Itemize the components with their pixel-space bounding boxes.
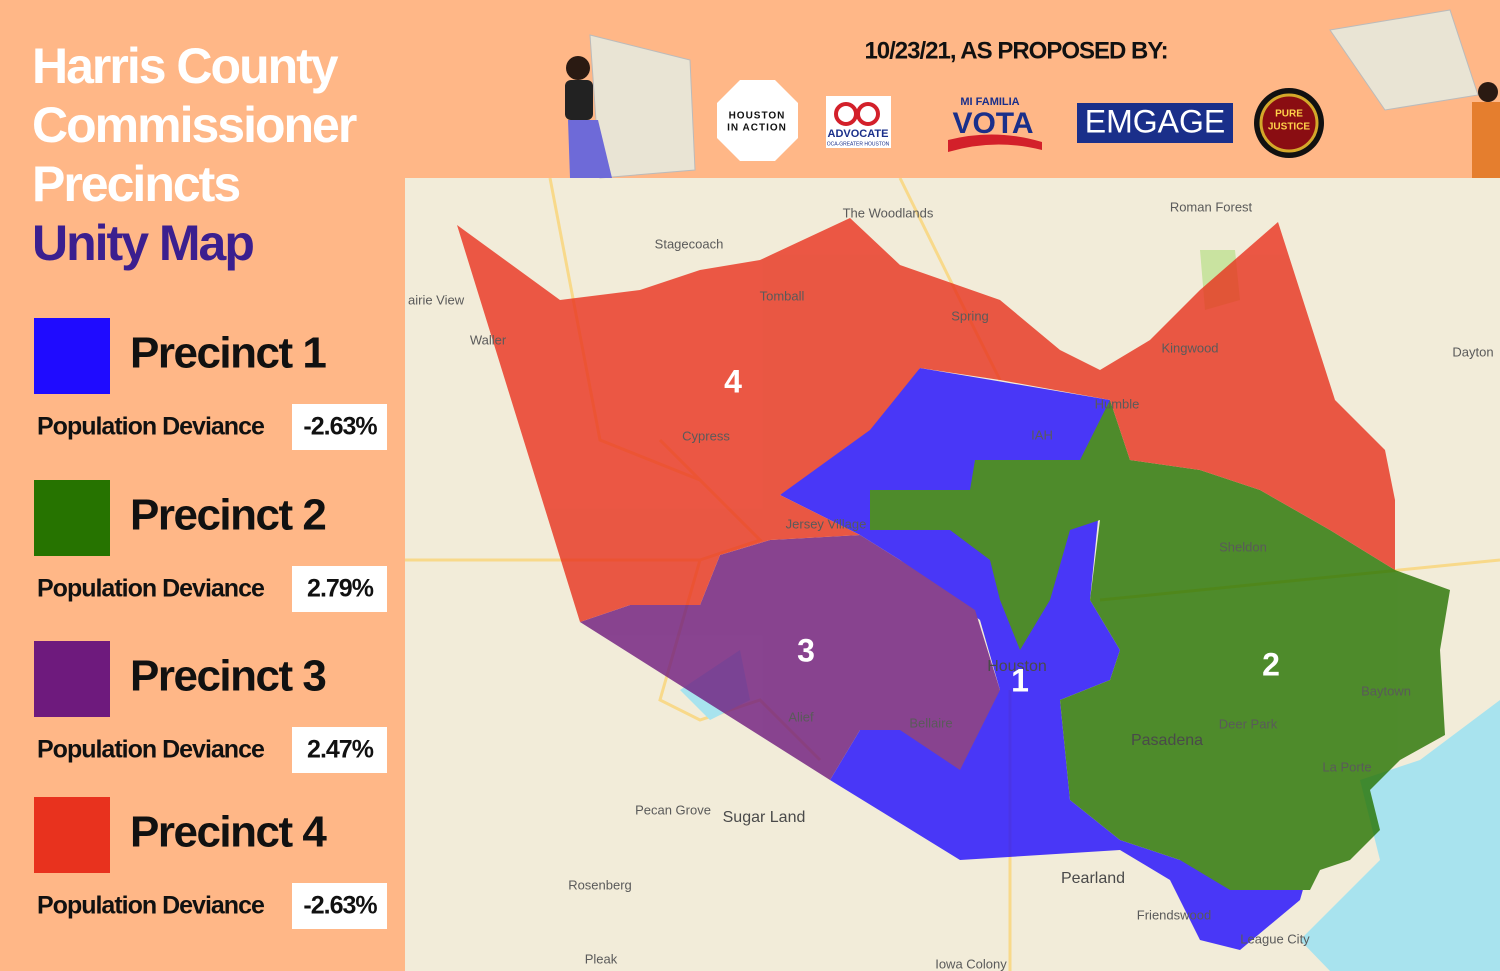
precinct-number: 4 xyxy=(724,363,742,399)
deviance-box xyxy=(292,566,387,612)
place-label: Rosenberg xyxy=(568,877,632,892)
place-label: Pearland xyxy=(1061,870,1125,887)
deviance-label: Population Deviance xyxy=(37,736,265,764)
logo-oca: ADVOCATE OCA-GREATER HOUSTON xyxy=(826,96,891,148)
legend-swatch xyxy=(34,318,110,394)
logo-text: ADVOCATE xyxy=(828,128,889,140)
map: The Woodlands Stagecoach Roman Forest ai… xyxy=(405,178,1500,971)
precincts xyxy=(457,218,1450,950)
proposed-by: 10/23/21, AS PROPOSED BY: xyxy=(864,37,1167,64)
place-label: Baytown xyxy=(1361,683,1411,698)
title-line: Commissioner xyxy=(32,97,357,153)
precinct-number: 3 xyxy=(797,632,815,668)
logo-houston-in-action: HOUSTON IN ACTION xyxy=(717,80,798,161)
place-label: Bellaire xyxy=(909,715,952,730)
place-label: Sheldon xyxy=(1219,539,1267,554)
logo-text: IN ACTION xyxy=(727,123,787,134)
place-label: Dayton xyxy=(1452,344,1493,359)
logo-text: OCA-GREATER HOUSTON xyxy=(827,141,890,147)
subtitle: Unity Map xyxy=(32,215,253,271)
place-label: Cypress xyxy=(682,428,730,443)
place-label: Friendswood xyxy=(1137,907,1211,922)
illustration-left xyxy=(565,34,696,179)
place-label: Deer Park xyxy=(1219,716,1278,731)
legend-name: Precinct 1 xyxy=(130,329,326,378)
place-label: The Woodlands xyxy=(843,205,934,220)
title-line: Precincts xyxy=(32,156,239,212)
legend: Precinct 1 Population Deviance -2.63% Preci… xyxy=(34,318,387,929)
illustration-right xyxy=(1329,9,1500,178)
place-label: Jersey Village xyxy=(786,516,867,531)
legend-name: Precinct 3 xyxy=(130,652,325,701)
legend-swatch xyxy=(34,480,110,556)
title: Harris County Commissioner Precincts Uni… xyxy=(32,38,359,271)
logo-text: JUSTICE xyxy=(1268,122,1311,133)
place-label: Kingwood xyxy=(1161,340,1218,355)
place-label: League City xyxy=(1240,931,1310,946)
place-label: Humble xyxy=(1095,396,1140,411)
place-label: Sugar Land xyxy=(723,809,806,826)
place-label: Tomball xyxy=(760,288,805,303)
deviance-box xyxy=(292,404,387,450)
legend-name: Precinct 2 xyxy=(130,491,325,540)
bay xyxy=(1300,700,1500,971)
deviance-box xyxy=(292,883,387,929)
title-line: Harris County xyxy=(32,38,339,94)
place-label: Pleak xyxy=(585,951,618,966)
deviance-label: Population Deviance xyxy=(37,892,265,920)
place-label: Alief xyxy=(788,709,814,724)
place-label: Pecan Grove xyxy=(635,802,711,817)
precinct-area xyxy=(457,218,1395,622)
place-label: IAH xyxy=(1031,427,1053,442)
place-label: Houston xyxy=(987,658,1047,675)
place-label: Roman Forest xyxy=(1170,199,1253,214)
logo-text: PURE xyxy=(1275,109,1303,120)
logo-text: MI FAMILIA xyxy=(960,96,1019,108)
place-label: Spring xyxy=(951,308,989,323)
precinct-area xyxy=(870,400,1450,890)
precinct-number: 2 xyxy=(1262,646,1280,682)
logo-text: HOUSTON xyxy=(729,111,786,122)
logo-emgage: EMGAGE xyxy=(1077,103,1233,143)
deviance-value: 2.79% xyxy=(307,575,374,603)
logo-text: EMGAGE xyxy=(1085,103,1225,139)
precinct-number: 1 xyxy=(1011,662,1029,698)
place-label: Iowa Colony xyxy=(935,956,1007,971)
legend-swatch xyxy=(34,797,110,873)
deviance-label: Population Deviance xyxy=(37,575,265,603)
deviance-box xyxy=(292,727,387,773)
legend-name: Precinct 4 xyxy=(130,808,327,857)
deviance-label: Population Deviance xyxy=(37,413,265,441)
place-label: Stagecoach xyxy=(655,236,724,251)
place-label: airie View xyxy=(408,292,465,307)
logo-text: VOTA xyxy=(952,107,1033,140)
logo-pure-justice: PURE JUSTICE xyxy=(1254,88,1324,158)
logo-mi-familia-vota: MI FAMILIA VOTA xyxy=(948,96,1042,152)
deviance-value: -2.63% xyxy=(303,892,377,920)
place-label: La Porte xyxy=(1322,759,1371,774)
deviance-value: -2.63% xyxy=(303,413,377,441)
legend-swatch xyxy=(34,641,110,717)
place-label: Waller xyxy=(470,332,507,347)
deviance-value: 2.47% xyxy=(307,736,374,764)
precinct-area xyxy=(580,535,1000,780)
place-label: Pasadena xyxy=(1131,732,1203,749)
